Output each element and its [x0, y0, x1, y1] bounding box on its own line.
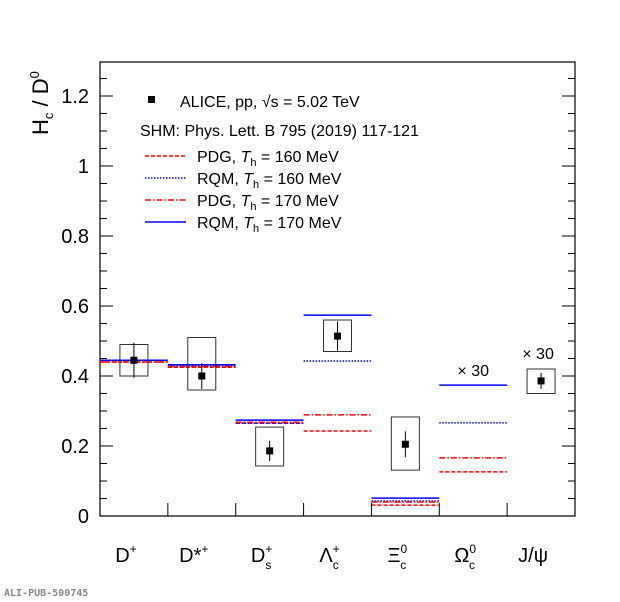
legend-model-label: PDG, Th = 160 MeV [197, 149, 339, 169]
data-point [198, 372, 206, 380]
x-tick-label-sup: 0 [401, 542, 408, 556]
y-tick-label: 1 [78, 156, 89, 178]
x-tick-label-base: D* [179, 545, 201, 567]
legend-label-part: RQM, [197, 215, 243, 232]
scale-annotation: × 30 [457, 363, 489, 380]
legend-label-part: = 170 MeV [259, 215, 342, 232]
watermark: ALI-PUB-500745 [4, 588, 88, 599]
x-tick-label-base: Ξ [388, 545, 401, 567]
syst-box [526, 368, 556, 394]
legend-label-part: RQM, [197, 171, 243, 188]
x-tick-label-sub: c [469, 558, 475, 572]
legend-label-part: PDG, [197, 149, 241, 166]
legend-label-part: PDG, [197, 193, 241, 210]
x-tick-label: D+ [115, 542, 136, 567]
data-point [266, 447, 274, 455]
y-tick-label: 0.8 [61, 226, 89, 248]
legend-data-label: ALICE, pp, √s = 5.02 TeV [180, 94, 360, 111]
legend-data-marker [148, 96, 155, 103]
syst-box [323, 319, 352, 352]
x-tick-label: Λ+ c [319, 542, 339, 572]
legend-label-sub: h [250, 201, 256, 213]
x-tick-label-sup: + [265, 542, 272, 556]
legend-model-header: SHM: Phys. Lett. B 795 (2019) 117-121 [140, 123, 419, 140]
legend-label-sub: h [250, 157, 256, 169]
x-tick-label-base: Λ [319, 545, 333, 567]
y-label-mid: / D [28, 78, 53, 112]
x-tick-label: Ξ0 c [388, 542, 408, 572]
x-tick-label: J/ψ [518, 545, 548, 567]
data-point [537, 377, 545, 385]
x-tick-label: D+ s [251, 542, 272, 572]
legend-label-sub: h [253, 223, 259, 235]
syst-box [390, 416, 420, 471]
y-tick-label: 0.4 [61, 366, 89, 388]
legend-label-part: = 170 MeV [256, 193, 339, 210]
legend-model-label: PDG, Th = 170 MeV [197, 193, 339, 213]
y-label-sub: c [41, 112, 56, 119]
x-tick-label-base: J/ψ [518, 545, 548, 567]
x-tick-label-sub: s [265, 558, 271, 572]
y-axis-label: Hc / D0 [27, 71, 56, 135]
legend-label-T: T [243, 171, 254, 188]
legend-label-T: T [243, 215, 254, 232]
legend-label-sub: h [253, 179, 259, 191]
legend-label-T: T [241, 193, 252, 210]
x-tick-label-base: D [251, 545, 265, 567]
data-point [130, 356, 138, 364]
legend-model-label: RQM, Th = 160 MeV [197, 171, 342, 191]
x-tick-label-base: D [115, 545, 129, 567]
y-tick-label: 0.6 [61, 296, 89, 318]
y-tick-label: 1.2 [61, 86, 89, 108]
x-tick-label: D*+ [179, 542, 208, 567]
x-tick-label-sup: + [333, 542, 340, 556]
y-label-base: H [28, 119, 53, 135]
legend-model-label: RQM, Th = 170 MeV [197, 215, 342, 235]
syst-box [255, 426, 285, 467]
x-tick-label: Ω0 c [454, 542, 476, 572]
data-point [334, 332, 341, 340]
legend-label-T: T [241, 149, 252, 166]
y-tick-label: 0 [78, 506, 89, 528]
syst-box [187, 337, 217, 391]
legend-label-part: = 160 MeV [259, 171, 342, 188]
y-label-sup: 0 [27, 71, 42, 78]
x-tick-label-base: Ω [454, 545, 469, 567]
x-tick-label-sub: c [333, 558, 339, 572]
x-tick-label-sub: c [400, 558, 406, 572]
y-tick-label: 0.2 [61, 436, 89, 458]
legend-label-part: = 160 MeV [256, 149, 339, 166]
x-tick-label-sup: + [130, 542, 137, 556]
scale-annotation: × 30 [522, 346, 554, 363]
data-point [401, 440, 409, 448]
x-tick-label-sup: 0 [469, 542, 476, 556]
x-tick-label-sup: + [201, 542, 208, 556]
